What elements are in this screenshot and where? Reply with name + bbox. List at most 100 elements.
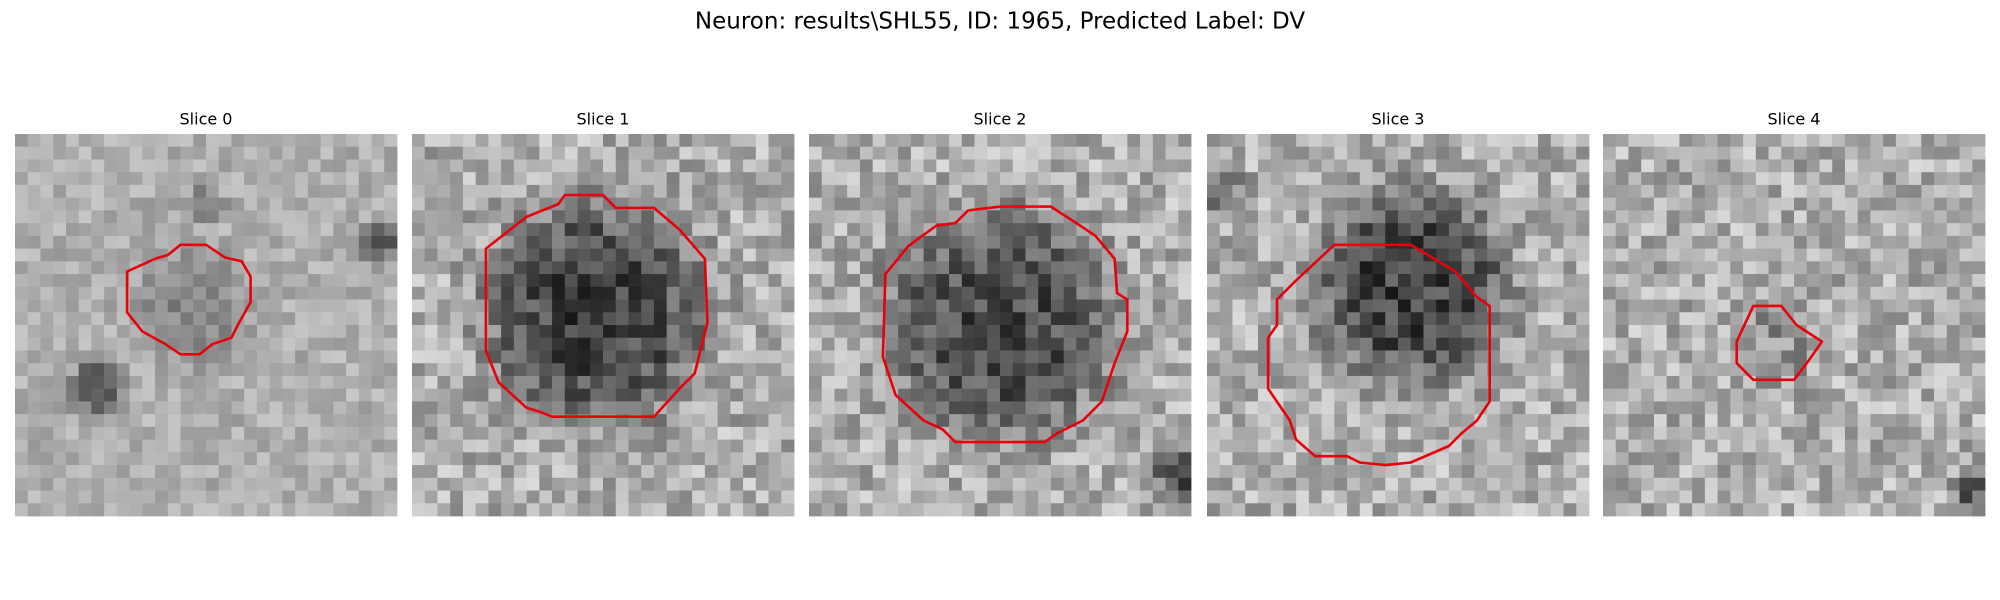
pixel [641, 452, 655, 466]
pixel [1717, 350, 1731, 364]
pixel [1679, 363, 1693, 377]
pixel [1359, 146, 1373, 160]
pixel [1207, 363, 1221, 377]
pixel [577, 452, 591, 466]
pixel [513, 248, 527, 262]
pixel [40, 490, 54, 504]
pixel [269, 363, 283, 377]
pixel [27, 274, 41, 288]
pixel [1844, 184, 1859, 199]
pixel [104, 248, 118, 262]
pixel [1603, 363, 1617, 377]
pixel [1270, 363, 1284, 377]
pixel [1781, 350, 1795, 364]
pixel [358, 159, 372, 173]
pixel [1730, 172, 1744, 186]
pixel [1603, 452, 1617, 466]
pixel [603, 210, 617, 224]
pixel [1895, 452, 1909, 466]
pixel [1563, 363, 1577, 377]
pixel [1576, 312, 1590, 326]
pixel [628, 465, 642, 479]
pixel [666, 172, 680, 186]
pixel [1038, 490, 1052, 504]
pixel [501, 235, 515, 249]
pixel [256, 248, 271, 262]
pixel [450, 490, 464, 504]
pixel [1347, 503, 1361, 517]
pixel [1347, 261, 1361, 275]
pixel [1870, 325, 1884, 339]
pixel [129, 172, 143, 186]
pixel [1794, 426, 1808, 440]
pixel [847, 312, 861, 326]
pixel [282, 452, 296, 466]
pixel [1257, 197, 1272, 211]
pixel [462, 503, 477, 517]
pixel [129, 439, 143, 453]
pixel [834, 439, 848, 453]
pixel [1474, 223, 1488, 237]
pixel [615, 452, 629, 466]
pixel [1730, 248, 1744, 262]
pixel [1385, 452, 1399, 466]
pixel [730, 388, 744, 402]
pixel [1050, 477, 1065, 491]
pixel [1012, 414, 1026, 428]
pixel [167, 159, 181, 173]
pixel [704, 261, 718, 275]
pixel [295, 439, 309, 453]
pixel [142, 503, 156, 517]
pixel [358, 465, 372, 479]
pixel [27, 197, 41, 211]
pixel [1832, 197, 1846, 211]
pixel [1487, 134, 1501, 148]
pixel [755, 465, 769, 479]
pixel [333, 414, 347, 428]
pixel [1063, 223, 1077, 237]
pixel [1908, 223, 1922, 237]
pixel [155, 350, 169, 364]
pixel [282, 350, 296, 364]
pixel [116, 414, 130, 428]
pixel [1178, 452, 1192, 466]
pixel [1704, 235, 1718, 249]
pixel [1908, 134, 1922, 148]
pixel [1934, 465, 1948, 479]
pixel [743, 337, 757, 351]
pixel [1372, 426, 1386, 440]
pixel [679, 337, 693, 351]
pixel [641, 210, 655, 224]
pixel [1140, 299, 1154, 313]
pixel [961, 159, 975, 173]
pixel [1717, 235, 1731, 249]
pixel [1717, 388, 1731, 402]
pixel [167, 388, 181, 402]
pixel [1474, 465, 1488, 479]
pixel [437, 146, 451, 160]
pixel [116, 159, 130, 173]
pixel [193, 490, 207, 504]
pixel [692, 477, 706, 491]
pixel [218, 184, 232, 199]
pixel [974, 503, 988, 517]
pixel [628, 350, 642, 364]
pixel [1207, 210, 1221, 224]
pixel [1704, 490, 1718, 504]
pixel [1101, 401, 1115, 415]
pixel [987, 248, 1001, 262]
pixel [307, 414, 321, 428]
pixel [1563, 388, 1577, 402]
pixel [834, 375, 848, 390]
pixel [1499, 210, 1513, 224]
pixel [1178, 439, 1192, 453]
pixel [244, 426, 258, 440]
pixel [65, 184, 80, 199]
pixel [898, 325, 912, 339]
pixel [206, 388, 220, 402]
pixel [1653, 134, 1668, 148]
pixel [1308, 134, 1322, 148]
pixel [65, 235, 80, 249]
pixel [974, 146, 988, 160]
pixel [1563, 452, 1577, 466]
